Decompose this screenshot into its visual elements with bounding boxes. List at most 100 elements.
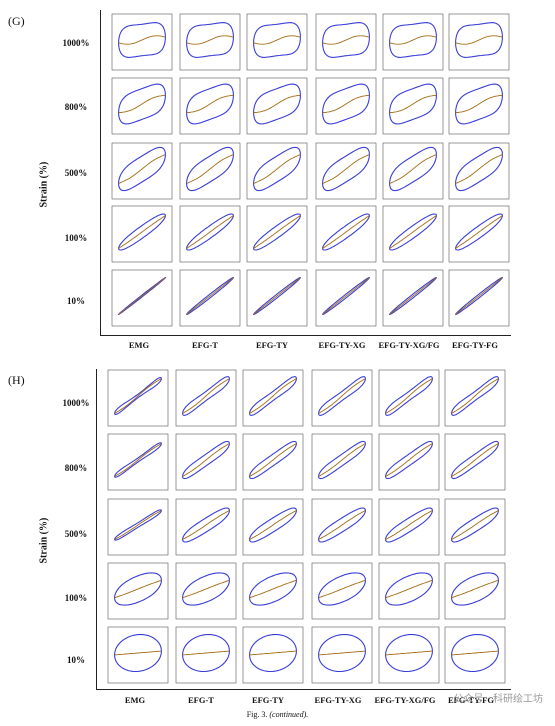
plot-axes-box bbox=[246, 77, 308, 135]
panel-h-row-100: 100% bbox=[64, 593, 88, 603]
panel-g-col-efg-ty-xg-fg: EFG-TY-XG/FG bbox=[378, 340, 440, 350]
plot-axes-box bbox=[315, 13, 377, 71]
elastic-stress-curve bbox=[455, 277, 503, 315]
elastic-stress-curve bbox=[385, 579, 433, 599]
panel-h-row-1000: 1000% bbox=[62, 398, 90, 408]
caption-fig-number: Fig. 3. bbox=[246, 710, 268, 719]
plot-axes-box bbox=[179, 13, 241, 71]
plot-axes-box bbox=[107, 562, 169, 620]
elastic-stress-curve bbox=[385, 510, 433, 540]
panel-h-col-efg-ty-xg-fg: EFG-TY-XG/FG bbox=[374, 695, 436, 705]
plot-axes-box bbox=[111, 205, 173, 263]
lissajous-plot-g-r4-c5 bbox=[448, 269, 510, 327]
lissajous-plot-h-r4-c4 bbox=[378, 626, 440, 684]
panel-g-row-1000: 1000% bbox=[62, 38, 90, 48]
elastic-stress-curve bbox=[249, 650, 297, 656]
lissajous-plot-g-r0-c2 bbox=[246, 13, 308, 71]
lissajous-plot-h-r2-c3 bbox=[311, 498, 373, 556]
lissajous-plot-h-r2-c5 bbox=[444, 498, 506, 556]
plot-axes-box bbox=[448, 205, 510, 263]
lissajous-plot-g-r1-c1 bbox=[179, 77, 241, 135]
elastic-stress-curve bbox=[118, 154, 166, 184]
lissajous-plot-g-r1-c4 bbox=[382, 77, 444, 135]
panel-g-col-efg-ty: EFG-TY bbox=[255, 340, 289, 350]
panel-g: (G) Strain (%) 1000% 800% 500% 100% 10% … bbox=[0, 0, 555, 355]
plot-axes-box bbox=[111, 77, 173, 135]
panel-g-row-800: 800% bbox=[64, 102, 88, 112]
elastic-stress-curve bbox=[186, 154, 234, 184]
plot-axes-box bbox=[444, 498, 506, 556]
caption-text: (continued). bbox=[269, 710, 309, 719]
elastic-stress-curve bbox=[186, 35, 234, 45]
panel-h-row-10: 10% bbox=[67, 655, 85, 665]
panel-g-col-efg-ty-fg: EFG-TY-FG bbox=[452, 340, 498, 350]
elastic-stress-curve bbox=[114, 650, 162, 656]
elastic-stress-curve bbox=[385, 443, 433, 477]
elastic-stress-curve bbox=[389, 35, 437, 45]
lissajous-plot-h-r3-c1 bbox=[175, 562, 237, 620]
elastic-stress-curve bbox=[322, 94, 370, 114]
lissajous-plot-g-r4-c0 bbox=[111, 269, 173, 327]
plot-axes-box bbox=[448, 142, 510, 200]
elastic-stress-curve bbox=[318, 579, 366, 599]
elastic-stress-curve bbox=[389, 94, 437, 114]
plot-axes-box bbox=[311, 562, 373, 620]
elastic-stress-curve bbox=[182, 443, 230, 477]
elastic-stress-curve bbox=[182, 378, 230, 414]
elastic-stress-curve bbox=[249, 378, 297, 414]
plot-axes-box bbox=[378, 369, 440, 427]
elastic-stress-curve bbox=[318, 510, 366, 540]
elastic-stress-curve bbox=[182, 510, 230, 540]
panel-g-col-emg: EMG bbox=[128, 340, 150, 350]
plot-axes-box bbox=[382, 77, 444, 135]
elastic-stress-curve bbox=[118, 277, 166, 315]
lissajous-plot-g-r2-c0 bbox=[111, 142, 173, 200]
lissajous-plot-h-r4-c3 bbox=[311, 626, 373, 684]
elastic-stress-curve bbox=[318, 378, 366, 414]
panel-g-col-efg-ty-xg: EFG-TY-XG bbox=[318, 340, 366, 350]
elastic-stress-curve bbox=[186, 94, 234, 114]
figure-caption: Fig. 3. (continued). bbox=[0, 710, 555, 719]
plot-axes-box bbox=[242, 498, 304, 556]
lissajous-plot-h-r1-c0 bbox=[107, 433, 169, 491]
lissajous-plot-h-r2-c0 bbox=[107, 498, 169, 556]
elastic-stress-curve bbox=[249, 443, 297, 477]
lissajous-plot-h-r1-c4 bbox=[378, 433, 440, 491]
lissajous-plot-g-r1-c0 bbox=[111, 77, 173, 135]
lissajous-plot-g-r1-c3 bbox=[315, 77, 377, 135]
elastic-stress-curve bbox=[455, 154, 503, 184]
elastic-stress-curve bbox=[451, 378, 499, 414]
lissajous-plot-h-r4-c2 bbox=[242, 626, 304, 684]
lissajous-plot-g-r4-c2 bbox=[246, 269, 308, 327]
lissajous-plot-h-r3-c0 bbox=[107, 562, 169, 620]
watermark: 公众号 · 科研绘工坊 bbox=[453, 694, 543, 705]
lissajous-plot-h-r0-c5 bbox=[444, 369, 506, 427]
lissajous-plot-h-r3-c5 bbox=[444, 562, 506, 620]
plot-axes-box bbox=[246, 205, 308, 263]
elastic-stress-curve bbox=[389, 154, 437, 184]
elastic-stress-curve bbox=[318, 650, 366, 656]
panel-g-row-10: 10% bbox=[67, 296, 85, 306]
lissajous-plot-h-r4-c0 bbox=[107, 626, 169, 684]
lissajous-plot-g-r3-c4 bbox=[382, 205, 444, 263]
lissajous-plot-g-r3-c3 bbox=[315, 205, 377, 263]
elastic-stress-curve bbox=[455, 94, 503, 114]
plot-axes-box bbox=[242, 369, 304, 427]
lissajous-plot-h-r4-c5 bbox=[444, 626, 506, 684]
elastic-stress-curve bbox=[114, 378, 162, 414]
lissajous-plot-g-r3-c1 bbox=[179, 205, 241, 263]
elastic-stress-curve bbox=[186, 277, 234, 315]
elastic-stress-curve bbox=[182, 579, 230, 599]
lissajous-plot-h-r3-c2 bbox=[242, 562, 304, 620]
panel-g-label: (G) bbox=[8, 14, 25, 28]
lissajous-plot-h-r0-c3 bbox=[311, 369, 373, 427]
lissajous-plot-g-r3-c5 bbox=[448, 205, 510, 263]
elastic-stress-curve bbox=[451, 650, 499, 656]
plot-axes-box bbox=[378, 433, 440, 491]
panel-h-col-efg-t: EFG-T bbox=[188, 695, 214, 705]
elastic-stress-curve bbox=[318, 443, 366, 477]
panel-g-row-100: 100% bbox=[64, 233, 88, 243]
plot-axes-box bbox=[175, 369, 237, 427]
lissajous-plot-g-r1-c5 bbox=[448, 77, 510, 135]
